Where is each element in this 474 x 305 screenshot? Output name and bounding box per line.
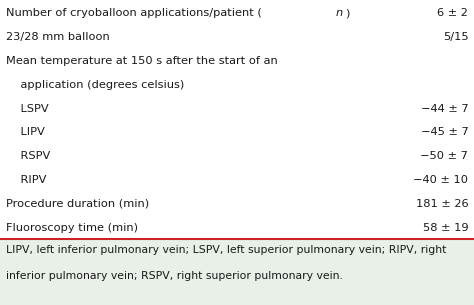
Text: 5/15: 5/15 [443,32,468,42]
Text: 58 ± 19: 58 ± 19 [423,223,468,232]
Bar [0,0,474,239]
Text: Mean temperature at 150 s after the start of an: Mean temperature at 150 s after the star… [6,56,277,66]
Text: Number of cryoballoon applications/patient (: Number of cryoballoon applications/patie… [6,9,262,18]
Text: −50 ± 7: −50 ± 7 [420,151,468,161]
Text: Fluoroscopy time (min): Fluoroscopy time (min) [6,223,137,232]
Bar [0,239,474,305]
Text: −40 ± 10: −40 ± 10 [413,175,468,185]
Text: RIPV: RIPV [6,175,46,185]
Text: 6 ± 2: 6 ± 2 [438,9,468,18]
Text: LIPV: LIPV [6,127,45,137]
Text: application (degrees celsius): application (degrees celsius) [6,80,184,90]
Text: inferior pulmonary vein; RSPV, right superior pulmonary vein.: inferior pulmonary vein; RSPV, right sup… [6,271,343,282]
Text: LSPV: LSPV [6,104,48,113]
Text: ): ) [345,9,350,18]
Text: −45 ± 7: −45 ± 7 [420,127,468,137]
Text: LIPV, left inferior pulmonary vein; LSPV, left superior pulmonary vein; RIPV, ri: LIPV, left inferior pulmonary vein; LSPV… [6,245,446,255]
Text: 23/28 mm balloon: 23/28 mm balloon [6,32,109,42]
Text: −44 ± 7: −44 ± 7 [421,104,468,113]
Text: Procedure duration (min): Procedure duration (min) [6,199,149,209]
Text: RSPV: RSPV [6,151,50,161]
Text: n: n [336,9,343,18]
Text: 181 ± 26: 181 ± 26 [416,199,468,209]
